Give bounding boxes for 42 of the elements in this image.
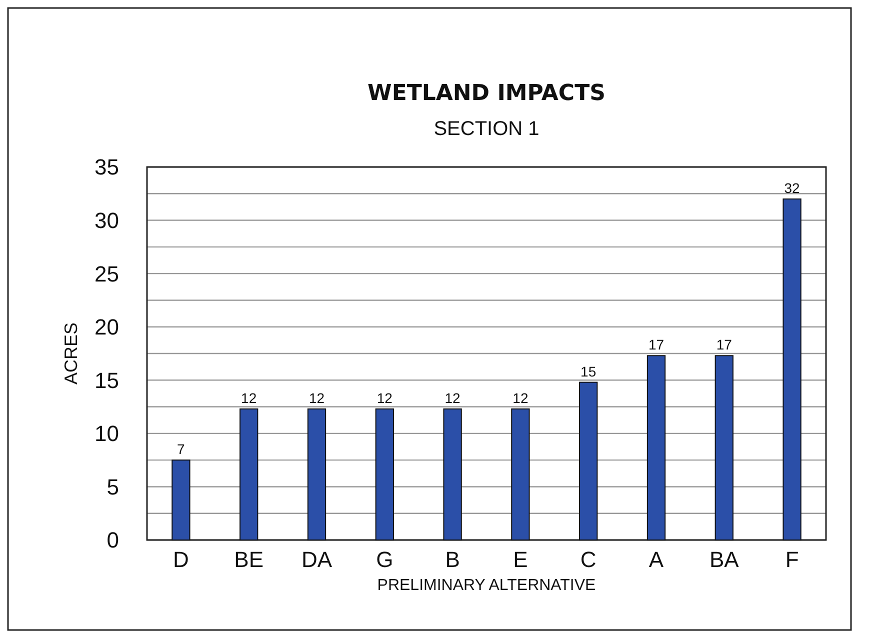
data-label: 15 <box>580 363 596 380</box>
x-tick-label: F <box>785 547 799 572</box>
y-tick-label: 30 <box>94 208 119 233</box>
bar <box>307 408 326 540</box>
data-label: 12 <box>308 390 325 406</box>
x-tick-label: G <box>376 547 394 572</box>
data-label: 12 <box>376 390 393 406</box>
bar <box>579 382 598 540</box>
data-label: 12 <box>444 390 461 406</box>
y-tick-label: 10 <box>94 421 119 446</box>
x-tick-label: BE <box>234 547 264 572</box>
bar <box>646 355 666 540</box>
y-tick-label: 20 <box>94 314 119 340</box>
data-label: 17 <box>716 336 732 353</box>
data-label: 7 <box>177 441 186 458</box>
bar <box>172 460 190 540</box>
x-tick-label: BA <box>709 547 740 572</box>
bar <box>782 198 802 540</box>
bar <box>240 408 258 540</box>
data-label: 12 <box>241 390 257 406</box>
x-tick-label: E <box>513 547 528 572</box>
y-tick-label: 25 <box>94 261 119 286</box>
x-tick-label: A <box>648 547 664 572</box>
data-label: 32 <box>784 180 800 196</box>
bar <box>443 408 462 540</box>
x-axis-title: PRELIMINARY ALTERNATIVE <box>377 577 596 594</box>
bar <box>375 408 394 540</box>
chart-title: WETLAND IMPACTS <box>368 81 606 106</box>
y-tick-label: 35 <box>94 154 119 180</box>
x-tick-label: D <box>173 547 189 572</box>
bar <box>714 355 734 540</box>
x-tick-label: C <box>580 547 596 572</box>
data-label: 17 <box>648 336 664 353</box>
x-tick-label: B <box>445 547 460 572</box>
y-axis-title: ACRES <box>61 322 81 385</box>
chart-subtitle: SECTION 1 <box>434 118 540 140</box>
y-tick-label: 0 <box>106 528 119 553</box>
bar <box>511 408 530 540</box>
x-tick-label: DA <box>301 547 332 572</box>
y-tick-label: 15 <box>94 368 119 393</box>
data-label: 12 <box>512 390 528 406</box>
y-tick-label: 5 <box>106 474 119 500</box>
